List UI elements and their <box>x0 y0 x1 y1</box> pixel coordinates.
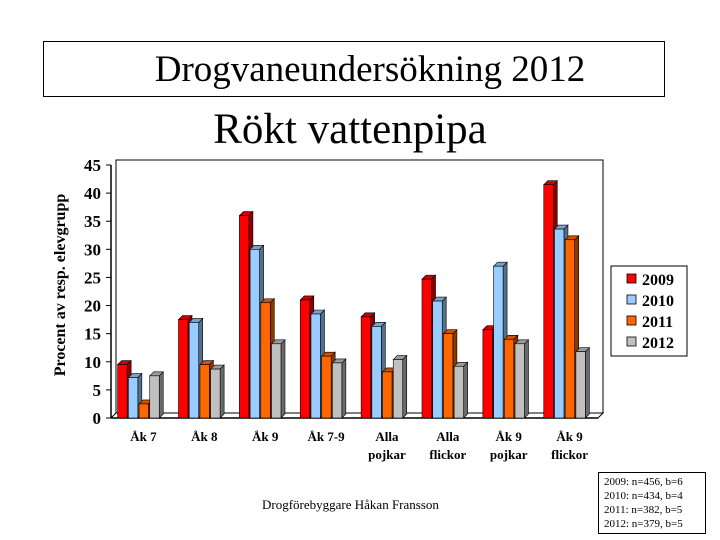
y-tick-label: 15 <box>84 325 101 344</box>
x-tick-label: flickor <box>551 447 588 462</box>
chart-title: Rökt vattenpipa <box>213 106 487 153</box>
x-tick-label: Alla <box>375 429 399 444</box>
survey-title: Drogvaneundersökning 2012 <box>154 49 586 90</box>
y-tick-label: 0 <box>93 409 102 428</box>
legend-label: 2011 <box>642 314 673 331</box>
bar <box>503 338 515 419</box>
title-box <box>43 41 665 97</box>
bar <box>482 329 493 419</box>
bar <box>493 265 504 419</box>
bar <box>392 359 404 419</box>
legend-box <box>610 265 688 357</box>
bar <box>575 351 586 419</box>
x-tick-label: pojkar <box>368 447 406 462</box>
bar <box>564 239 575 419</box>
sample-size-notes: 2009: n=456, b=6 2010: n=434, b=4 2011: … <box>598 472 706 534</box>
legend-swatch <box>626 315 637 326</box>
sample-note: 2010: n=434, b=4 <box>604 490 683 502</box>
legend-label: 2010 <box>642 293 674 310</box>
bar <box>371 326 382 419</box>
legend-swatch <box>626 294 637 305</box>
bar <box>453 365 464 419</box>
bar <box>149 375 160 419</box>
legend-label: 2012 <box>642 335 674 352</box>
y-tick-label: 5 <box>93 381 102 400</box>
x-tick-label: Åk 9 <box>556 429 583 444</box>
bar <box>299 299 311 419</box>
y-tick-label: 10 <box>84 353 101 372</box>
x-tick-label: pojkar <box>490 447 528 462</box>
bar-side <box>585 346 590 419</box>
bar <box>239 215 250 419</box>
footer-credit: Drogförebyggare Håkan Fransson <box>262 497 439 512</box>
bar-side <box>341 358 347 419</box>
bar <box>514 343 525 419</box>
y-tick-label: 40 <box>84 184 101 203</box>
bar <box>382 371 393 419</box>
x-tick-label: Åk 9 <box>496 429 523 444</box>
bar <box>210 368 221 419</box>
bar <box>138 403 149 419</box>
sample-note: 2012: n=379, b=5 <box>604 518 683 530</box>
x-tick-label: Åk 8 <box>191 429 218 444</box>
legend-label: 2009 <box>642 272 674 289</box>
bar <box>360 316 371 419</box>
bar-side <box>463 361 468 419</box>
y-tick-label: 35 <box>84 212 101 231</box>
bar <box>332 362 343 419</box>
bar <box>432 300 443 419</box>
sample-note: 2009: n=456, b=6 <box>604 476 683 488</box>
bar <box>271 343 282 419</box>
bar <box>554 228 565 419</box>
bar-side <box>402 354 408 419</box>
bar <box>117 364 128 419</box>
bar <box>543 184 554 419</box>
x-tick-label: Åk 7 <box>130 429 157 444</box>
y-tick-label: 25 <box>84 268 101 287</box>
y-tick-label: 30 <box>84 240 101 259</box>
y-tick-label: 20 <box>84 297 101 316</box>
x-tick-label: flickor <box>429 447 466 462</box>
bar-side <box>280 339 286 419</box>
legend-swatch <box>626 273 637 284</box>
legend-swatch <box>626 336 637 347</box>
bar <box>443 333 454 419</box>
x-tick-label: Åk 9 <box>252 429 279 444</box>
x-tick-label: Alla <box>436 429 460 444</box>
bar <box>178 319 189 419</box>
bar <box>321 355 332 419</box>
bar-side <box>158 371 164 419</box>
x-tick-label: Åk 7-9 <box>307 429 345 444</box>
bar-side <box>524 339 529 419</box>
y-tick-label: 45 <box>84 156 101 175</box>
bar <box>128 377 139 419</box>
bar-side <box>219 364 225 419</box>
bar <box>421 278 432 419</box>
bar <box>199 364 210 419</box>
bar <box>310 313 321 419</box>
bar <box>260 302 271 419</box>
bar <box>188 322 200 419</box>
bar <box>249 249 260 419</box>
sample-note: 2011: n=382, b=5 <box>604 504 683 516</box>
